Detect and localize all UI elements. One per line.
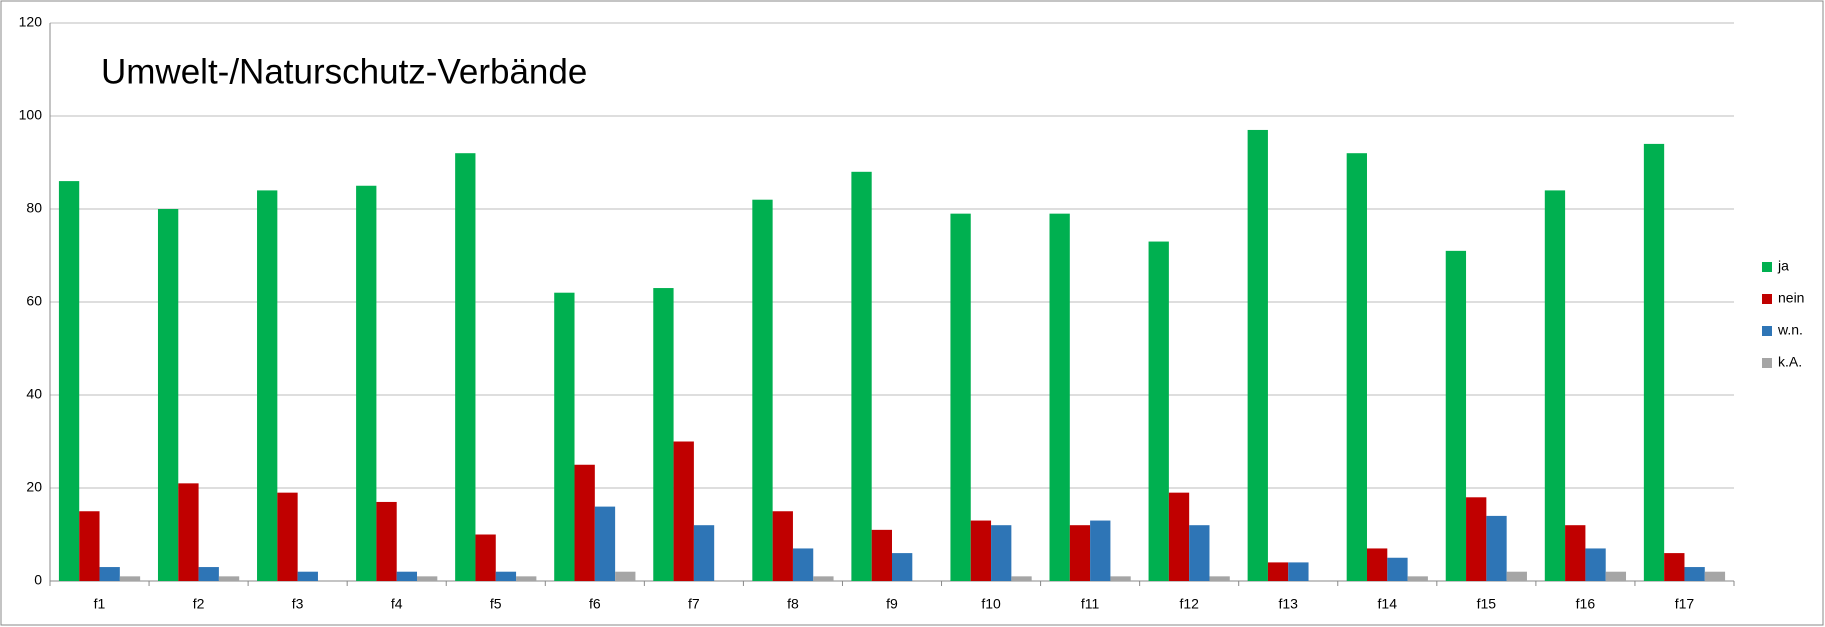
legend-swatch (1762, 326, 1772, 336)
bar (516, 576, 537, 581)
x-tick-label: f7 (688, 596, 700, 612)
bar (813, 576, 834, 581)
legend-label: ja (1777, 258, 1789, 274)
bar (594, 506, 616, 581)
bar (792, 548, 814, 581)
bar (475, 534, 496, 581)
bar (1346, 153, 1367, 581)
y-tick-label: 40 (26, 386, 42, 402)
bar (396, 571, 418, 581)
bar (693, 525, 715, 581)
chart-title: Umwelt-/Naturschutz-Verbände (101, 52, 587, 91)
bar (79, 511, 100, 581)
bar (277, 492, 298, 581)
y-tick-label: 0 (34, 572, 42, 588)
bar (1267, 562, 1289, 581)
x-tick-label: f3 (292, 596, 304, 612)
bar (1445, 250, 1467, 581)
bar (970, 520, 992, 581)
bar (615, 571, 636, 581)
bar (1565, 525, 1586, 581)
bar (495, 571, 517, 581)
x-tick-label: f2 (193, 596, 205, 612)
bar (157, 209, 179, 581)
bar (1148, 241, 1169, 582)
bar (772, 511, 793, 581)
x-tick-label: f8 (787, 596, 799, 612)
bar (356, 185, 377, 581)
legend-label: w.n. (1777, 322, 1803, 338)
bar (376, 501, 397, 581)
bar (1069, 525, 1091, 581)
bar (1684, 567, 1705, 581)
y-tick-label: 60 (26, 293, 42, 309)
x-tick-label: f5 (490, 596, 502, 612)
x-tick-label: f6 (589, 596, 601, 612)
bar (99, 567, 120, 581)
legend-swatch (1762, 262, 1772, 272)
bar (1486, 515, 1507, 581)
bar (653, 288, 674, 581)
x-tick-label: f13 (1279, 596, 1299, 612)
bar (1049, 213, 1070, 581)
bar (198, 567, 219, 581)
legend-swatch (1762, 358, 1772, 368)
x-tick-label: f14 (1378, 596, 1398, 612)
y-tick-label: 80 (26, 200, 42, 216)
bar (851, 171, 872, 582)
bar (752, 199, 773, 581)
bar (455, 153, 476, 581)
x-tick-label: f17 (1675, 596, 1695, 612)
x-tick-label: f1 (94, 596, 106, 612)
legend-label: k.A. (1778, 354, 1802, 370)
bar (1387, 557, 1408, 581)
bar (417, 576, 438, 581)
bar (257, 190, 278, 581)
bar (1585, 548, 1606, 581)
bar (1704, 571, 1726, 581)
bar (178, 483, 199, 581)
legend-swatch (1762, 294, 1772, 304)
bar (1605, 571, 1627, 581)
bar (991, 525, 1012, 581)
bar (1544, 190, 1566, 581)
bar (1643, 143, 1665, 581)
x-tick-label: f12 (1179, 596, 1199, 612)
bar (1209, 576, 1230, 581)
bar (554, 292, 575, 581)
bar (1110, 576, 1131, 581)
bar (950, 213, 971, 581)
bar (871, 529, 892, 581)
x-tick-label: f4 (391, 596, 403, 612)
bar (892, 553, 913, 581)
y-tick-label: 20 (26, 479, 42, 495)
bar (58, 181, 80, 581)
bar (1011, 576, 1032, 581)
bar (1189, 525, 1210, 581)
legend-label: nein (1778, 290, 1804, 306)
x-tick-label: f10 (981, 596, 1001, 612)
bar (673, 441, 694, 581)
bar (1247, 129, 1268, 581)
bar (1506, 571, 1527, 581)
x-tick-label: f11 (1081, 596, 1100, 612)
bar (1664, 553, 1685, 581)
y-tick-label: 120 (19, 14, 43, 30)
bar (1168, 492, 1190, 581)
bar (218, 576, 240, 581)
x-tick-label: f16 (1576, 596, 1596, 612)
bar (1288, 562, 1309, 581)
x-tick-label: f9 (886, 596, 898, 612)
y-tick-label: 100 (19, 107, 43, 123)
bar (1090, 520, 1111, 581)
bar (297, 571, 318, 581)
bar (1466, 497, 1487, 581)
x-tick-label: f15 (1477, 596, 1497, 612)
bar (119, 576, 141, 581)
bar (574, 464, 595, 581)
bar (1366, 548, 1388, 581)
bar (1407, 576, 1428, 581)
